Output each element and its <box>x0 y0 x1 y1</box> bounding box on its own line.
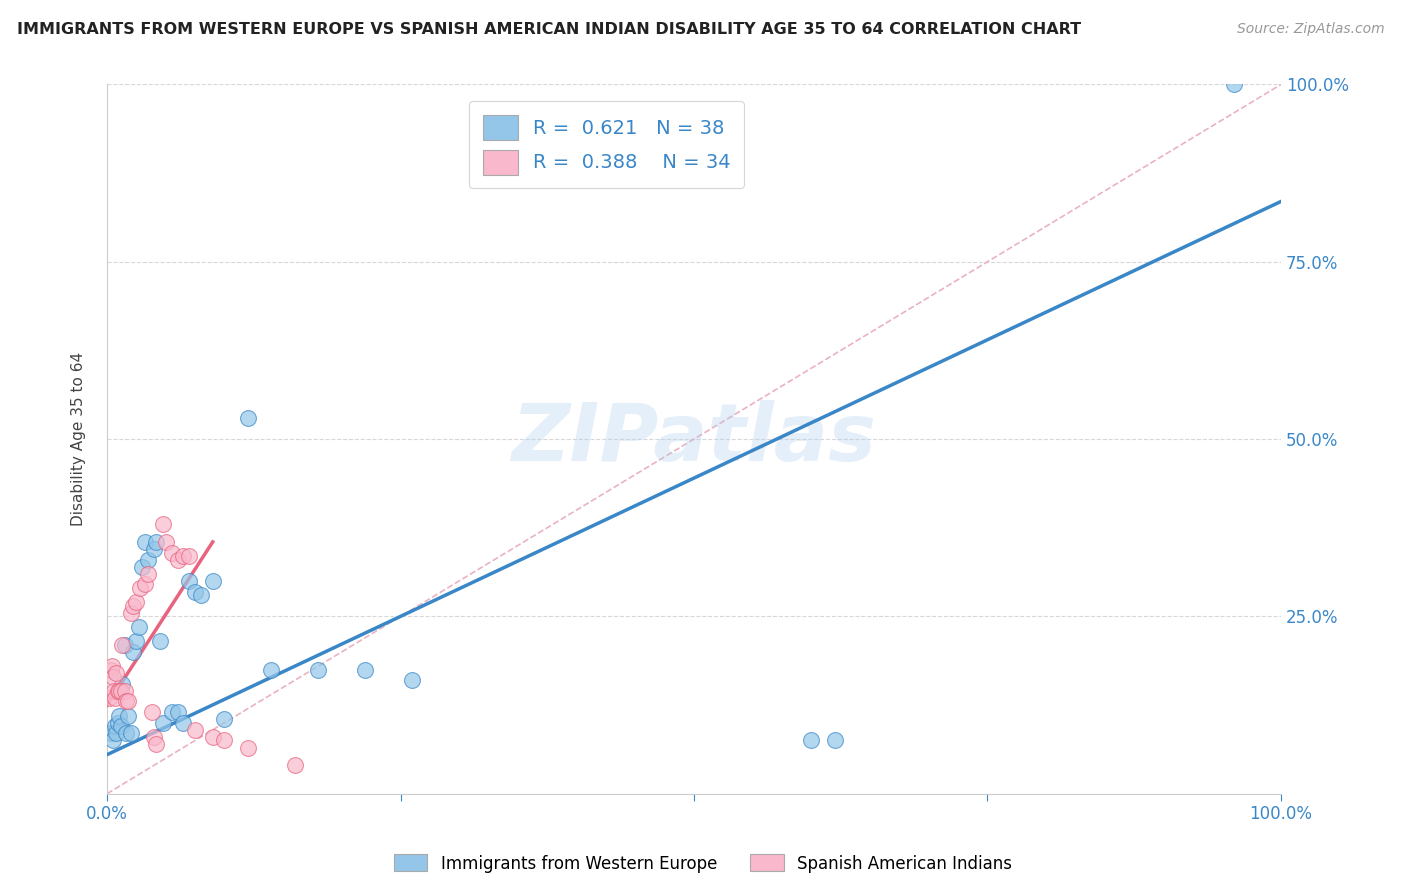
Point <box>160 705 183 719</box>
Point <box>115 726 138 740</box>
Point <box>104 690 127 705</box>
Point <box>101 733 124 747</box>
Point <box>201 574 224 588</box>
Point <box>307 663 329 677</box>
Point <box>141 705 163 719</box>
Point <box>143 541 166 556</box>
Y-axis label: Disability Age 35 to 64: Disability Age 35 to 64 <box>72 352 86 526</box>
Point <box>179 574 201 588</box>
Point <box>111 638 134 652</box>
Point <box>184 723 207 737</box>
Point <box>114 683 136 698</box>
Point <box>145 535 167 549</box>
Point <box>110 683 132 698</box>
Point <box>214 733 236 747</box>
Point <box>108 708 131 723</box>
Point <box>117 694 139 708</box>
Point <box>100 726 122 740</box>
Point <box>131 559 153 574</box>
Point <box>184 584 207 599</box>
Text: IMMIGRANTS FROM WESTERN EUROPE VS SPANISH AMERICAN INDIAN DISABILITY AGE 35 TO 6: IMMIGRANTS FROM WESTERN EUROPE VS SPANIS… <box>17 22 1081 37</box>
Point <box>128 620 150 634</box>
Point <box>179 549 201 563</box>
Point <box>98 690 121 705</box>
Text: ZIPatlas: ZIPatlas <box>512 400 876 478</box>
Point <box>122 599 145 613</box>
Point <box>115 694 138 708</box>
Point <box>201 730 224 744</box>
Point <box>236 740 259 755</box>
Point <box>105 666 128 681</box>
Point <box>824 733 846 747</box>
Point <box>125 634 148 648</box>
Legend: R =  0.621   N = 38, R =  0.388    N = 34: R = 0.621 N = 38, R = 0.388 N = 34 <box>470 102 744 188</box>
Point <box>260 663 283 677</box>
Point <box>354 663 377 677</box>
Point <box>172 715 194 730</box>
Point <box>100 663 122 677</box>
Point <box>190 588 212 602</box>
Point <box>129 581 152 595</box>
Point <box>125 595 148 609</box>
Point <box>107 683 129 698</box>
Point <box>110 719 132 733</box>
Point <box>111 677 134 691</box>
Point <box>284 758 307 772</box>
Point <box>152 517 174 532</box>
Point <box>152 715 174 730</box>
Point <box>214 712 236 726</box>
Point <box>136 552 159 566</box>
Point <box>101 670 124 684</box>
Point <box>108 683 131 698</box>
Point <box>100 659 122 673</box>
Point <box>160 545 183 559</box>
Point <box>114 638 136 652</box>
Point <box>401 673 423 688</box>
Point <box>120 606 142 620</box>
Point <box>122 645 145 659</box>
Point <box>104 719 127 733</box>
Point <box>136 566 159 581</box>
Legend: Immigrants from Western Europe, Spanish American Indians: Immigrants from Western Europe, Spanish … <box>387 847 1019 880</box>
Point <box>155 535 177 549</box>
Point <box>166 705 188 719</box>
Point <box>134 577 156 591</box>
Point <box>107 715 129 730</box>
Point <box>172 549 194 563</box>
Point <box>134 535 156 549</box>
Point <box>103 683 125 698</box>
Point <box>1223 78 1246 92</box>
Point <box>800 733 823 747</box>
Point <box>105 726 128 740</box>
Point <box>166 552 188 566</box>
Text: Source: ZipAtlas.com: Source: ZipAtlas.com <box>1237 22 1385 37</box>
Point <box>236 410 259 425</box>
Point <box>120 726 142 740</box>
Point <box>149 634 172 648</box>
Point <box>145 737 167 751</box>
Point <box>117 708 139 723</box>
Point <box>143 730 166 744</box>
